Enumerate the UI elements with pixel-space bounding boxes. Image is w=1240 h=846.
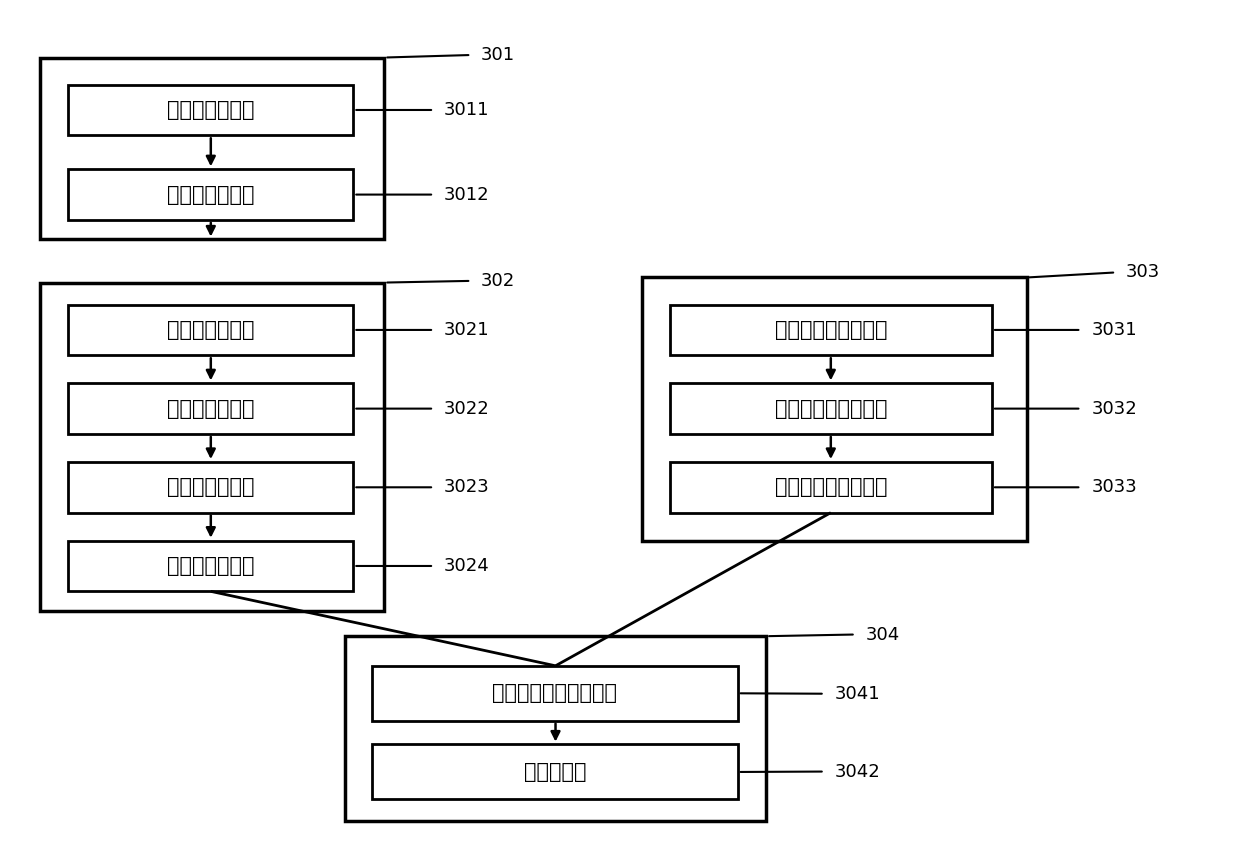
Text: 真实数据输入子模块: 真实数据输入子模块 bbox=[775, 320, 887, 340]
Text: 数据扩充子模块: 数据扩充子模块 bbox=[167, 398, 254, 419]
Bar bbox=[40, 283, 384, 611]
Bar bbox=[68, 541, 353, 591]
Text: 图像修正子模块: 图像修正子模块 bbox=[167, 320, 254, 340]
Text: 3041: 3041 bbox=[835, 684, 880, 703]
Text: 指令获取子模块: 指令获取子模块 bbox=[167, 100, 254, 120]
Text: 3021: 3021 bbox=[444, 321, 490, 339]
Bar bbox=[68, 305, 353, 355]
Bar bbox=[670, 462, 992, 513]
Text: 深度学习子模块: 深度学习子模块 bbox=[167, 477, 254, 497]
Bar bbox=[68, 85, 353, 135]
Text: 3024: 3024 bbox=[444, 557, 490, 575]
Text: 驾驶模型输入子模块: 驾驶模型输入子模块 bbox=[775, 477, 887, 497]
Text: 301: 301 bbox=[481, 46, 516, 64]
Text: 显示子模块: 显示子模块 bbox=[523, 762, 587, 782]
Bar bbox=[670, 305, 992, 355]
Bar bbox=[68, 169, 353, 220]
Bar bbox=[40, 58, 384, 239]
Text: 3012: 3012 bbox=[444, 185, 490, 204]
Text: 3023: 3023 bbox=[444, 478, 490, 497]
Text: 3033: 3033 bbox=[1091, 478, 1137, 497]
Text: 304: 304 bbox=[866, 625, 900, 644]
Text: 302: 302 bbox=[481, 272, 516, 290]
Bar bbox=[372, 666, 738, 721]
Bar bbox=[372, 744, 738, 799]
Text: 3042: 3042 bbox=[835, 762, 880, 781]
Text: 3022: 3022 bbox=[444, 399, 490, 418]
Bar bbox=[68, 383, 353, 434]
Text: 3011: 3011 bbox=[444, 101, 490, 119]
Text: 303: 303 bbox=[1126, 263, 1161, 282]
Text: 汽车模型输入子模块: 汽车模型输入子模块 bbox=[775, 398, 887, 419]
Bar bbox=[642, 277, 1027, 541]
Text: 模型保存子模块: 模型保存子模块 bbox=[167, 556, 254, 576]
Bar bbox=[345, 636, 766, 821]
Text: 3032: 3032 bbox=[1091, 399, 1137, 418]
Text: 3031: 3031 bbox=[1091, 321, 1137, 339]
Bar bbox=[670, 383, 992, 434]
Text: 反卷积神经网络子模块: 反卷积神经网络子模块 bbox=[492, 684, 618, 703]
Text: 状态获取子模块: 状态获取子模块 bbox=[167, 184, 254, 205]
Bar bbox=[68, 462, 353, 513]
